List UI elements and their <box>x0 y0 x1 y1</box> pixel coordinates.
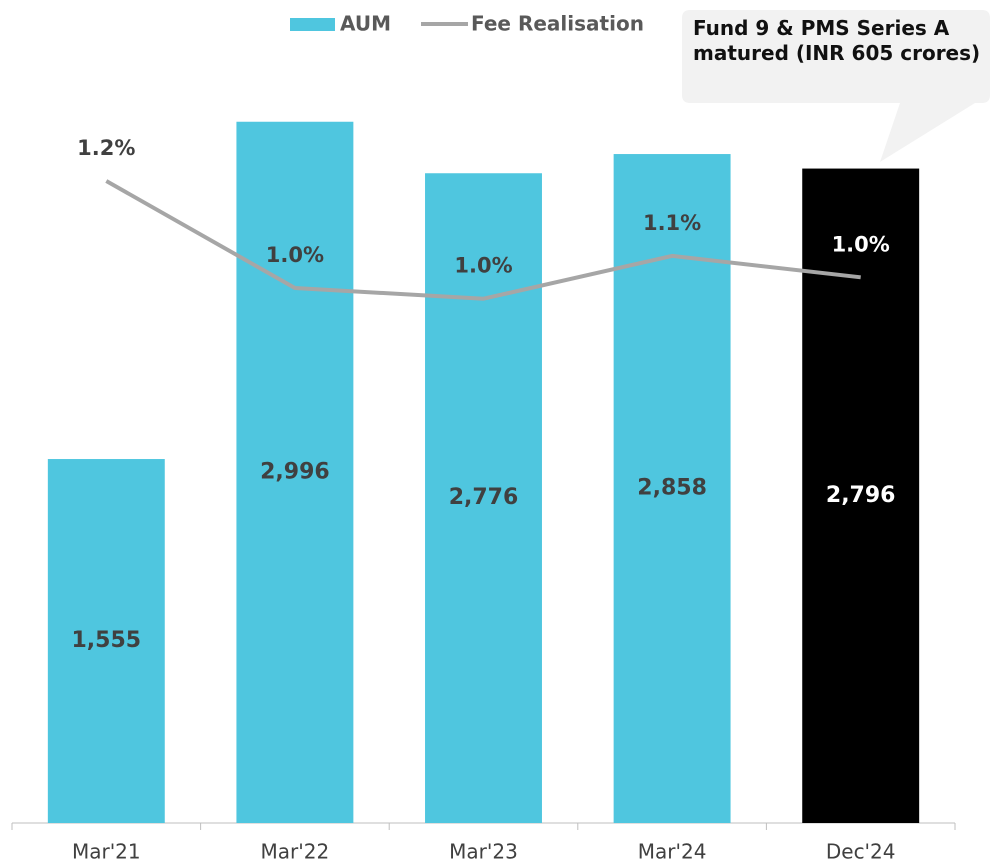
line-value-label: 1.0% <box>266 243 324 267</box>
line-value-label: 1.1% <box>643 211 701 235</box>
line-value-label: 1.2% <box>77 136 135 160</box>
annotation: Fund 9 & PMS Series A matured (INR 605 c… <box>693 16 981 65</box>
x-tick-label: Mar'23 <box>449 840 518 862</box>
x-tick-label: Mar'24 <box>638 840 707 862</box>
line <box>105 179 861 301</box>
line-value-label: 1.0% <box>454 254 512 278</box>
legend-label: Fee Realisation <box>471 12 644 36</box>
bar-value-label: 2,796 <box>826 483 896 508</box>
legend-swatch <box>290 18 335 31</box>
legend-label: AUM <box>340 12 391 36</box>
bar-value-label: 2,996 <box>260 459 330 484</box>
line-value-label: 1.0% <box>832 232 890 256</box>
bar-value-label: 2,776 <box>449 485 519 510</box>
bar <box>47 459 165 823</box>
bar <box>802 168 920 823</box>
bar <box>236 121 354 823</box>
bar-value-label: 2,858 <box>637 476 707 501</box>
x-tick-label: Mar'21 <box>72 840 141 862</box>
x-tick-label: Dec'24 <box>826 840 896 862</box>
x-tick-label: Mar'22 <box>261 840 330 862</box>
bar <box>425 173 542 823</box>
bar-value-label: 1,555 <box>72 628 142 653</box>
callout <box>682 10 990 162</box>
